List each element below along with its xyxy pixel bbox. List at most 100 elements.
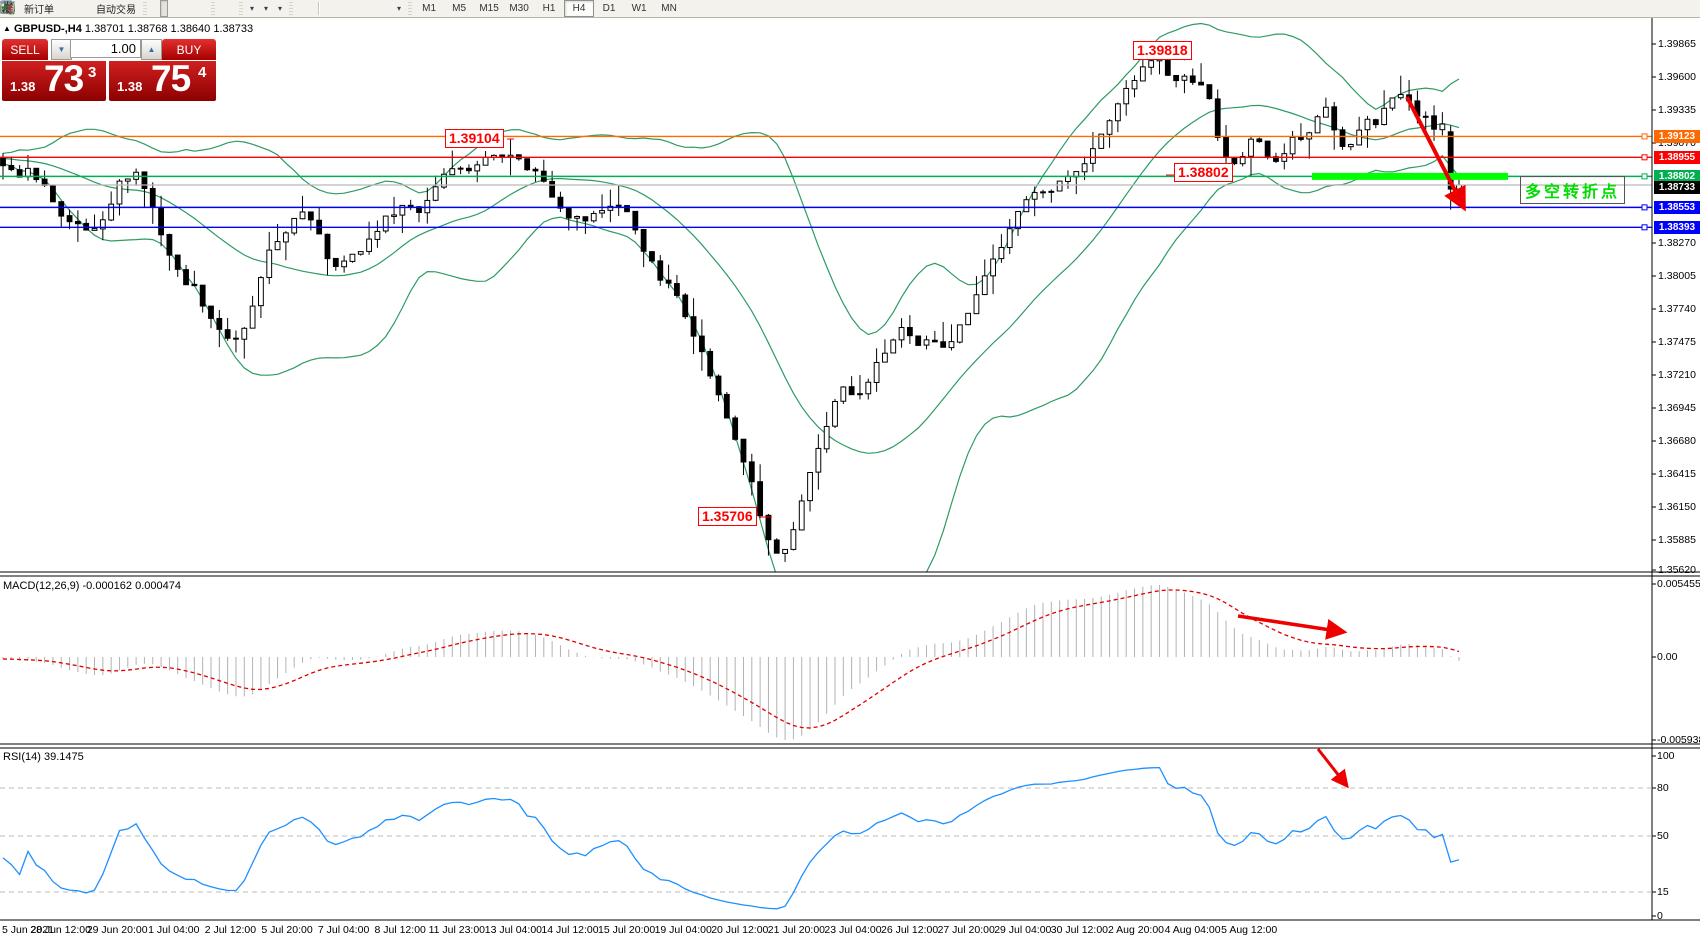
buy-button[interactable]: BUY (162, 39, 216, 60)
price-tick: 1.35885 (1658, 534, 1696, 546)
price-tick: 1.39865 (1658, 38, 1696, 50)
bar-chart-button[interactable] (2, 0, 158, 17)
macd-tick: 0.005455 (1657, 578, 1700, 590)
new-order-button[interactable]: 新订单 (1, 0, 58, 17)
bearish-arrow-main[interactable] (1405, 96, 1466, 212)
candlesticks (0, 49, 1462, 562)
signal-button[interactable] (0, 0, 88, 17)
autotrade-label: 自动交易 (96, 5, 136, 16)
price-tick: 1.39600 (1658, 71, 1696, 83)
timeframe-h1[interactable]: H1 (542, 3, 556, 14)
rsi-tick: 0 (1657, 910, 1663, 922)
timeframe-m15[interactable]: M15 (479, 3, 499, 14)
tile-windows-button[interactable] (0, 0, 208, 17)
sell-price-small: 1.38 (10, 79, 36, 94)
price-tick: 1.36945 (1658, 402, 1696, 414)
periods-dropdown[interactable]: ▾ (1, 0, 272, 17)
profile-button[interactable] (1, 0, 78, 17)
dropdown-arrow: ▾ (397, 4, 402, 13)
time-label: 27 Jul 20:00 (937, 924, 995, 936)
price-tick: 1.36415 (1658, 468, 1696, 480)
price-tick: 1.38005 (1658, 270, 1696, 282)
highlight-trendline[interactable] (1312, 172, 1508, 180)
auto-scroll-button[interactable] (1, 0, 226, 17)
annotation-textbox[interactable]: 多空转折点 (1520, 176, 1626, 204)
timeframe-w1[interactable]: W1 (631, 3, 647, 14)
cursor-tool-button[interactable] (2, 0, 304, 17)
price-tick: 1.37740 (1658, 303, 1696, 315)
crosshair-tool-button[interactable] (1, 0, 314, 17)
sell-price-box[interactable]: 1.38 73 3 (2, 58, 106, 101)
price-callout[interactable]: 1.38802 (1174, 163, 1233, 182)
price-callout[interactable]: 1.39104 (445, 129, 504, 148)
dropdown-arrow: ▾ (250, 4, 255, 13)
buy-price-box[interactable]: 1.38 75 4 (109, 58, 216, 101)
volume-increase-button[interactable]: ▲ (141, 39, 162, 60)
channel-tool-button[interactable]: E (1, 0, 361, 17)
candle-chart-button[interactable] (2, 0, 168, 17)
volume-decrease-button[interactable]: ▼ (51, 39, 72, 60)
new-chart-dropdown[interactable]: ▾ (0, 0, 258, 17)
time-label: 13 Jul 04:00 (484, 924, 542, 936)
time-label: 5 Aug 12:00 (1221, 924, 1278, 936)
line-handle[interactable] (1641, 173, 1648, 180)
price-callout[interactable]: 1.35706 (698, 507, 757, 526)
time-label: 26 Jul 12:00 (880, 924, 939, 936)
svg-text:T: T (5, 3, 11, 13)
timeframe-m1[interactable]: M1 (422, 3, 437, 14)
fibonacci-tool-button[interactable]: F (1, 0, 371, 17)
line-handle[interactable] (1641, 204, 1648, 211)
price-tick: 1.37475 (1658, 336, 1696, 348)
buy-price-sup: 4 (198, 64, 207, 81)
timeframe-m5[interactable]: M5 (452, 3, 467, 14)
time-label: 8 Jul 12:00 (374, 924, 426, 936)
time-label: 1 Jul 04:00 (148, 924, 200, 936)
level-price-badge: 1.39123 (1654, 129, 1700, 143)
styles-bucket-button[interactable] (2, 0, 68, 17)
time-label: 29 Jul 04:00 (994, 924, 1052, 936)
line-handle[interactable] (1641, 154, 1648, 161)
rsi-tick: 15 (1657, 886, 1669, 898)
timeframe-m30[interactable]: M30 (509, 3, 529, 14)
zoom-in-button[interactable] (1, 0, 188, 17)
chart-shift-button[interactable] (1, 0, 236, 17)
autotrade-button[interactable]: 自动交易 (0, 0, 140, 17)
price-tick: 1.35620 (1658, 564, 1696, 576)
indicators-dropdown[interactable]: ▾ (0, 0, 286, 17)
text-label-icon: T (1, 1, 14, 14)
sell-button[interactable]: SELL (2, 39, 48, 60)
timeframe-mn[interactable]: MN (661, 3, 677, 14)
shapes-dropdown[interactable]: ▾ (2, 0, 405, 17)
main-toolbar: 新订单 自动交易 (0, 0, 1700, 18)
svg-text:F: F (9, 10, 13, 15)
macd-label: MACD(12,26,9) -0.000162 0.000474 (3, 580, 181, 592)
timeframe-d1[interactable]: D1 (602, 3, 616, 14)
bearish-arrow-macd[interactable] (1237, 614, 1348, 640)
bearish-arrow-rsi[interactable] (1316, 748, 1349, 789)
buy-price-small: 1.38 (117, 79, 143, 94)
time-label: 5 Jul 20:00 (261, 924, 313, 936)
chart-title: ▲ GBPUSD-,H4 1.38701 1.38768 1.38640 1.3… (3, 23, 253, 35)
level-price-badge: 1.38802 (1654, 169, 1700, 183)
time-label: 5 Jun 2021 (2, 924, 54, 936)
timeframe-h4[interactable]: H4 (564, 0, 595, 17)
line-chart-button[interactable] (1, 0, 178, 17)
label-tool-button[interactable]: T (1, 0, 391, 17)
vline-tool-button[interactable] (6, 0, 331, 17)
zoom-out-button[interactable] (1, 0, 198, 17)
hline-tool-button[interactable] (1, 0, 341, 17)
line-handle[interactable] (1641, 224, 1648, 231)
time-label: 14 Jul 12:00 (541, 924, 599, 936)
level-price-badge: 1.38393 (1654, 220, 1700, 234)
line-handle[interactable] (1641, 133, 1648, 140)
price-tick: 1.36150 (1658, 501, 1696, 513)
price-callout[interactable]: 1.39818 (1133, 41, 1192, 60)
arrows-shapes-icon (2, 1, 13, 14)
volume-input[interactable] (70, 39, 141, 58)
svg-text:E: E (9, 9, 13, 15)
level-price-badge: 1.38955 (1654, 150, 1700, 164)
trendline-tool-button[interactable] (2, 0, 351, 17)
time-label: 2 Aug 20:00 (1107, 924, 1165, 936)
text-tool-button[interactable]: A (4, 0, 381, 17)
